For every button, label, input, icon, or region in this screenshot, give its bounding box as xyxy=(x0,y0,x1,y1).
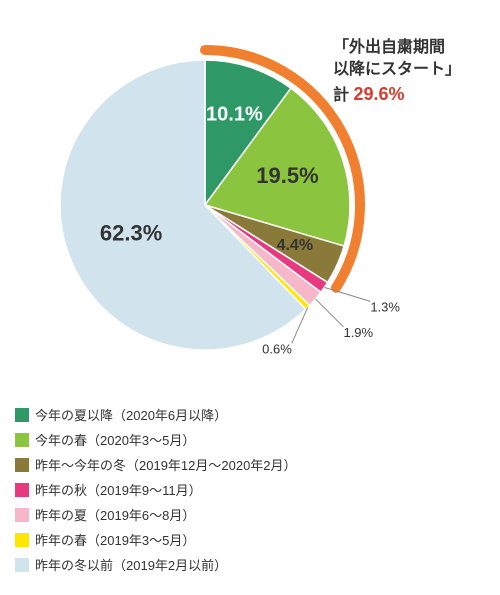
leader-line xyxy=(324,287,370,301)
legend-item: 今年の夏以降（2020年6月以降） xyxy=(15,405,485,424)
slice-label-external: 0.6% xyxy=(262,341,292,356)
legend-swatch xyxy=(15,408,29,422)
pie-chart-area: 10.1% 19.5% 4.4% 1.3% 1.9% 0.6% 62.3% 「外出自粛期間 … xyxy=(15,15,485,395)
legend-item: 昨年〜今年の冬（2019年12月〜2020年2月） xyxy=(15,455,485,474)
slice-label-external: 1.3% xyxy=(370,299,400,314)
legend-label: 昨年の冬以前（2019年2月以前） xyxy=(35,555,227,574)
legend-label: 昨年の秋（2019年9〜11月） xyxy=(35,480,202,499)
legend-label: 昨年の夏（2019年6〜8月） xyxy=(35,505,195,524)
legend-item: 昨年の春（2019年3〜5月） xyxy=(15,530,485,549)
slice-label: 4.4% xyxy=(277,237,313,254)
legend-swatch xyxy=(15,558,29,572)
legend-swatch xyxy=(15,433,29,447)
legend-label: 昨年〜今年の冬（2019年12月〜2020年2月） xyxy=(35,455,297,474)
legend-item: 昨年の秋（2019年9〜11月） xyxy=(15,480,485,499)
slice-label-external: 1.9% xyxy=(343,325,373,340)
callout-value: 29.6% xyxy=(353,84,404,104)
callout-line2: 以降にスタート」 xyxy=(333,61,461,78)
callout-line1: 「外出自粛期間 xyxy=(333,39,445,56)
legend-item: 昨年の冬以前（2019年2月以前） xyxy=(15,555,485,574)
slice-label: 62.3% xyxy=(100,221,162,246)
legend-swatch xyxy=(15,483,29,497)
callout-prefix: 計 xyxy=(333,87,353,104)
legend-swatch xyxy=(15,533,29,547)
callout-box: 「外出自粛期間 以降にスタート」 計 29.6% xyxy=(333,37,461,107)
slice-label: 10.1% xyxy=(206,104,263,126)
legend-swatch xyxy=(15,508,29,522)
leader-line xyxy=(315,299,343,327)
legend-label: 今年の春（2020年3〜5月） xyxy=(35,430,195,449)
legend-item: 昨年の夏（2019年6〜8月） xyxy=(15,505,485,524)
legend-swatch xyxy=(15,458,29,472)
slice-label: 19.5% xyxy=(256,163,318,188)
legend-item: 今年の春（2020年3〜5月） xyxy=(15,430,485,449)
legend-label: 今年の夏以降（2020年6月以降） xyxy=(35,405,227,424)
legend-label: 昨年の春（2019年3〜5月） xyxy=(35,530,195,549)
